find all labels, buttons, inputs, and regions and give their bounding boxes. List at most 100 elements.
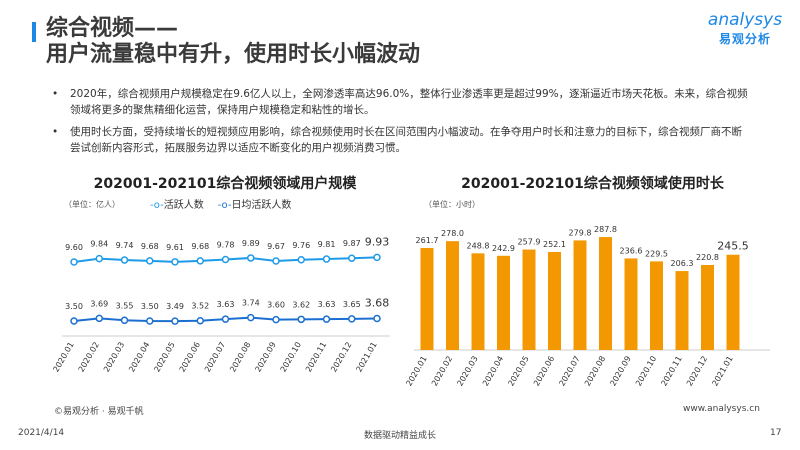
x-tick-label: 2020.09 (608, 355, 632, 388)
bar (599, 237, 612, 350)
x-tick-label: 2020.08 (583, 355, 607, 388)
data-label: 220.8 (696, 253, 719, 262)
bar (471, 253, 485, 350)
x-tick-label: 2020.08 (228, 341, 252, 374)
bar (497, 255, 510, 350)
data-point (171, 317, 179, 325)
bullet-item: 使用时长方面，受持续增长的短视频应用影响，综合视频使用时长在区间范围内小幅波动。… (52, 124, 750, 156)
x-tick-label: 2020.12 (329, 341, 353, 374)
data-label: 9.60 (65, 243, 83, 252)
x-tick-label: 2020.10 (634, 355, 658, 388)
title-accent-bar (32, 22, 36, 42)
x-tick-label: 2020.12 (685, 355, 709, 388)
data-label: 3.52 (191, 302, 209, 311)
analysys-logo: analysys 易观分析 (705, 10, 785, 47)
data-point (322, 255, 331, 263)
x-tick-label: 2020.02 (77, 341, 101, 374)
bar (548, 251, 561, 350)
data-point (272, 315, 280, 324)
slogan: 数据驱动精益成长 (363, 431, 436, 441)
data-label: 3.62 (292, 300, 310, 309)
page-number: 17 (770, 428, 782, 438)
data-point (348, 254, 356, 262)
page-title-line1: 综合视频—— (46, 16, 179, 41)
line-chart-legend: -o-活跃人数 -o-日均活跃人数 (150, 196, 291, 211)
line-chart-title: 202001-202101综合视频领域用户规模 (93, 176, 357, 192)
data-label: 206.3 (671, 259, 694, 268)
data-point (247, 254, 255, 262)
website-link[interactable]: www.analysys.cn (683, 404, 760, 414)
data-point (373, 253, 381, 262)
x-tick-label: 2020.02 (430, 355, 454, 388)
data-point (120, 316, 129, 325)
x-tick-label: 2020.07 (557, 355, 581, 388)
data-label: 9.67 (267, 242, 285, 251)
logo-text-en: analysys (707, 10, 783, 30)
bar (573, 240, 587, 350)
data-label: 3.69 (90, 299, 108, 308)
data-point (196, 316, 204, 325)
data-label: 242.9 (492, 244, 515, 253)
data-label: 9.74 (116, 241, 134, 250)
x-tick-label: 2020.06 (178, 341, 202, 374)
x-tick-label: 2021.01 (354, 341, 378, 374)
data-point (120, 256, 129, 264)
data-label: 9.78 (217, 240, 235, 249)
data-point (373, 314, 381, 323)
bar (446, 241, 459, 350)
page-title-line2: 用户流量稳中有升，使用时长小幅波动 (46, 42, 421, 67)
x-tick-label: 2020.09 (253, 341, 277, 374)
data-label: 9.84 (90, 240, 108, 249)
x-tick-label: 2020.01 (51, 341, 75, 374)
data-point (171, 258, 179, 266)
data-point (95, 254, 103, 263)
data-label: 9.68 (191, 242, 209, 251)
summary-bullets: 2020年，综合视频用户规模稳定在9.6亿人以上，全网渗透率高达96.0%，整体… (52, 86, 750, 162)
x-tick-label: 2020.04 (481, 355, 505, 388)
data-point (70, 317, 78, 325)
x-tick-label: 2020.05 (506, 355, 530, 388)
data-label: 248.8 (467, 241, 490, 250)
data-label: 9.76 (292, 241, 310, 250)
x-tick-label: 2020.06 (532, 355, 556, 388)
x-tick-label: 2020.11 (659, 355, 683, 388)
data-label: 3.49 (166, 302, 184, 311)
x-tick-label: 2020.03 (455, 355, 479, 388)
data-label: 257.9 (518, 238, 541, 247)
bullet-item: 2020年，综合视频用户规模稳定在9.6亿人以上，全网渗透率高达96.0%，整体… (52, 86, 750, 118)
data-point (322, 315, 331, 323)
data-label: 279.8 (569, 228, 592, 237)
data-label: 9.81 (318, 240, 336, 249)
data-label: 3.65 (343, 300, 361, 309)
bar (675, 271, 689, 350)
date: 2021/4/14 (18, 428, 65, 438)
data-point (221, 255, 230, 264)
x-tick-label: 2020.03 (102, 341, 126, 374)
data-point (146, 317, 154, 325)
data-label: 3.50 (65, 302, 83, 311)
data-label: 245.5 (717, 240, 749, 253)
x-tick-label: 2020.04 (127, 341, 151, 374)
data-label: 278.0 (441, 229, 464, 238)
data-point (297, 256, 305, 264)
data-point (272, 257, 280, 265)
data-label: 9.89 (242, 239, 260, 248)
x-tick-label: 2020.10 (279, 341, 303, 374)
bar (420, 247, 434, 350)
line-chart: 9.60 9.84 9.74 9.68 9.61 9.68 9.78 9.89 9.67 9.76… (51, 235, 390, 374)
data-label: 3.68 (365, 296, 390, 309)
source-note: ©易观分析 · 易观千帆 (54, 407, 144, 417)
legend-item-active: -o-活跃人数 (150, 200, 204, 211)
data-label: 9.87 (343, 239, 361, 248)
data-point (221, 315, 230, 323)
x-tick-label: 2020.11 (304, 341, 328, 374)
bar (726, 254, 740, 350)
data-label: 261.7 (416, 236, 439, 245)
bar (650, 261, 663, 350)
data-label: 3.63 (318, 300, 336, 309)
bar-chart-unit: （单位：小时） (424, 200, 480, 209)
data-label: 3.50 (141, 302, 159, 311)
bar-chart-title: 202001-202101综合视频领域使用时长 (461, 176, 724, 192)
data-label: 229.5 (645, 249, 668, 258)
data-point (297, 315, 305, 324)
